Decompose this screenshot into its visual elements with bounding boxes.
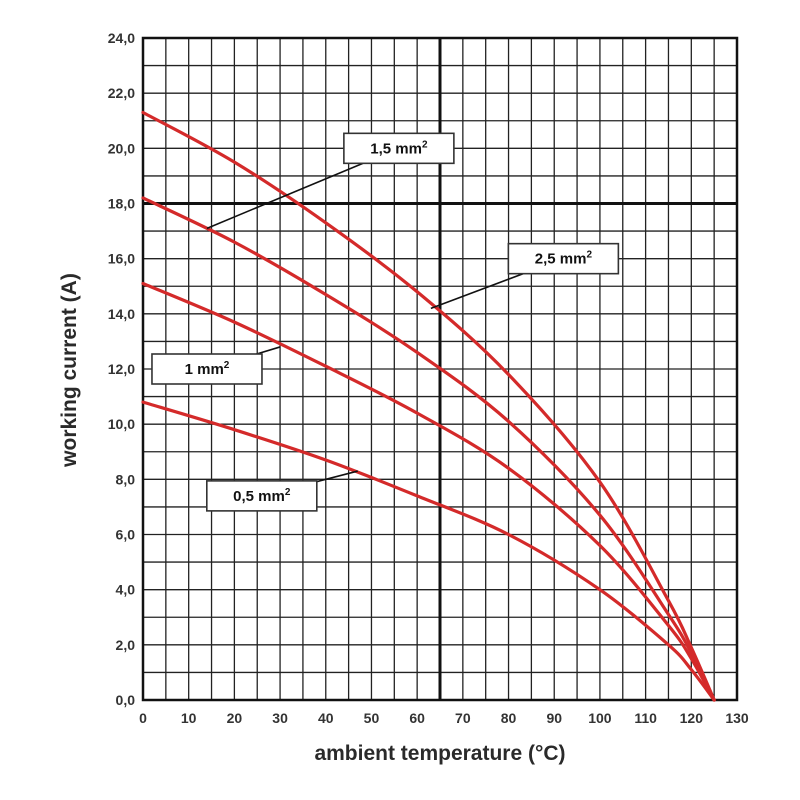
- y-tick-label: 0,0: [116, 692, 136, 708]
- series-label-text: 1,5 mm2: [370, 139, 428, 157]
- x-tick-label: 80: [501, 710, 517, 726]
- y-axis-ticks: 0,0 2,0 4,0 6,0 8,0 10,0 12,0 14,0 16,0 18,0 20,0 2…: [108, 30, 135, 708]
- label-box: [507, 242, 620, 275]
- x-tick-label: 30: [272, 710, 288, 726]
- x-tick-label: 70: [455, 710, 471, 726]
- y-tick-label: 4,0: [116, 582, 136, 598]
- y-tick-label: 24,0: [108, 30, 135, 46]
- x-tick-label: 10: [181, 710, 197, 726]
- series-label-text: 0,5 mm2: [233, 487, 291, 505]
- series-line-0: [141, 110, 716, 702]
- y-tick-label: 6,0: [116, 527, 136, 543]
- series-label-text: 1 mm2: [185, 360, 230, 378]
- label-box: [151, 353, 263, 385]
- y-tick-label: 14,0: [108, 306, 135, 322]
- x-tick-label: 110: [634, 710, 657, 726]
- x-tick-label: 0: [139, 710, 147, 726]
- y-tick-label: 18,0: [108, 196, 135, 212]
- y-tick-label: 8,0: [116, 471, 136, 487]
- series-label-1: 2,5 mm2: [430, 242, 620, 310]
- series-label-0: 1,5 mm2: [206, 132, 455, 230]
- y-tick-label: 10,0: [108, 416, 135, 432]
- x-axis-title: ambient temperature (°C): [314, 742, 565, 765]
- series-line-2: [141, 281, 716, 702]
- y-tick-label: 22,0: [108, 85, 135, 101]
- series-layer: [141, 110, 716, 702]
- series-line-1: [141, 196, 716, 702]
- y-axis-title: working current (A): [58, 273, 81, 468]
- plot-frame: [141, 36, 739, 702]
- x-tick-label: 90: [546, 710, 562, 726]
- label-box: [206, 480, 318, 512]
- x-tick-label: 60: [409, 710, 425, 726]
- annotation-layer: 1,5 mm2 2,5 mm2 1 mm2 0,5 mm2: [151, 132, 620, 512]
- x-tick-label: 120: [680, 710, 704, 726]
- label-box: [343, 132, 455, 165]
- x-tick-label: 40: [318, 710, 334, 726]
- x-tick-label: 100: [588, 710, 612, 726]
- y-tick-label: 12,0: [108, 361, 135, 377]
- series-label-2: 1 mm2: [151, 346, 281, 385]
- y-tick-label: 16,0: [108, 251, 135, 267]
- series-label-3: 0,5 mm2: [206, 470, 358, 512]
- y-tick-label: 20,0: [108, 140, 135, 156]
- x-tick-label: 130: [725, 710, 749, 726]
- y-tick-label: 2,0: [116, 637, 136, 653]
- x-tick-label: 50: [364, 710, 380, 726]
- series-line-3: [141, 400, 716, 702]
- x-tick-label: 20: [227, 710, 243, 726]
- x-axis-ticks: 0 10 20 30 40 50 60 70 80 90 100 110 120 130: [139, 710, 749, 726]
- series-label-text: 2,5 mm2: [535, 250, 593, 268]
